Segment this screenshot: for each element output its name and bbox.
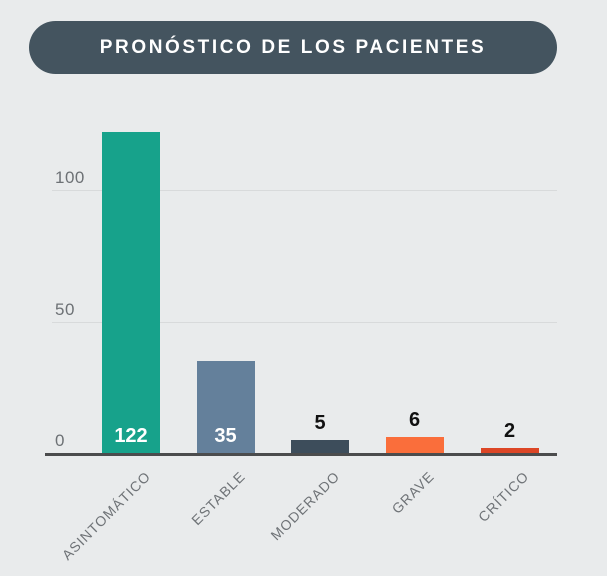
y-tick-label-0: 0 [55, 431, 65, 450]
chart-title: PRONÓSTICO DE LOS PACIENTES [99, 36, 487, 58]
x-axis-line [45, 453, 557, 456]
gridline-100 [52, 190, 557, 191]
chart-title-pill: PRONÓSTICO DE LOS PACIENTES [29, 21, 557, 74]
y-tick-label-100: 100 [55, 168, 85, 187]
bar-asintomático [102, 132, 160, 453]
bar-moderado [291, 440, 349, 453]
bar-value-label: 35 [214, 425, 237, 447]
gridline-50 [52, 321, 557, 323]
bar-estable [196, 361, 255, 453]
x-axis-label-estable: ESTABLE [187, 468, 248, 529]
x-axis-label-grave: GRAVE [388, 468, 437, 517]
bar-value-label: 2 [503, 420, 516, 442]
bar-value-label: 122 [114, 425, 148, 447]
bar-grave [385, 437, 444, 453]
x-axis-label-crítico: CRÍTICO [474, 468, 532, 525]
y-tick-label-50: 50 [55, 299, 75, 319]
x-axis-label-moderado: MODERADO [267, 468, 343, 544]
bar-value-label: 5 [314, 412, 326, 434]
bar-value-label: 6 [408, 409, 421, 431]
x-axis-label-asintomático: ASINTOMÁTICO [58, 468, 154, 563]
bar-crítico [480, 448, 539, 453]
